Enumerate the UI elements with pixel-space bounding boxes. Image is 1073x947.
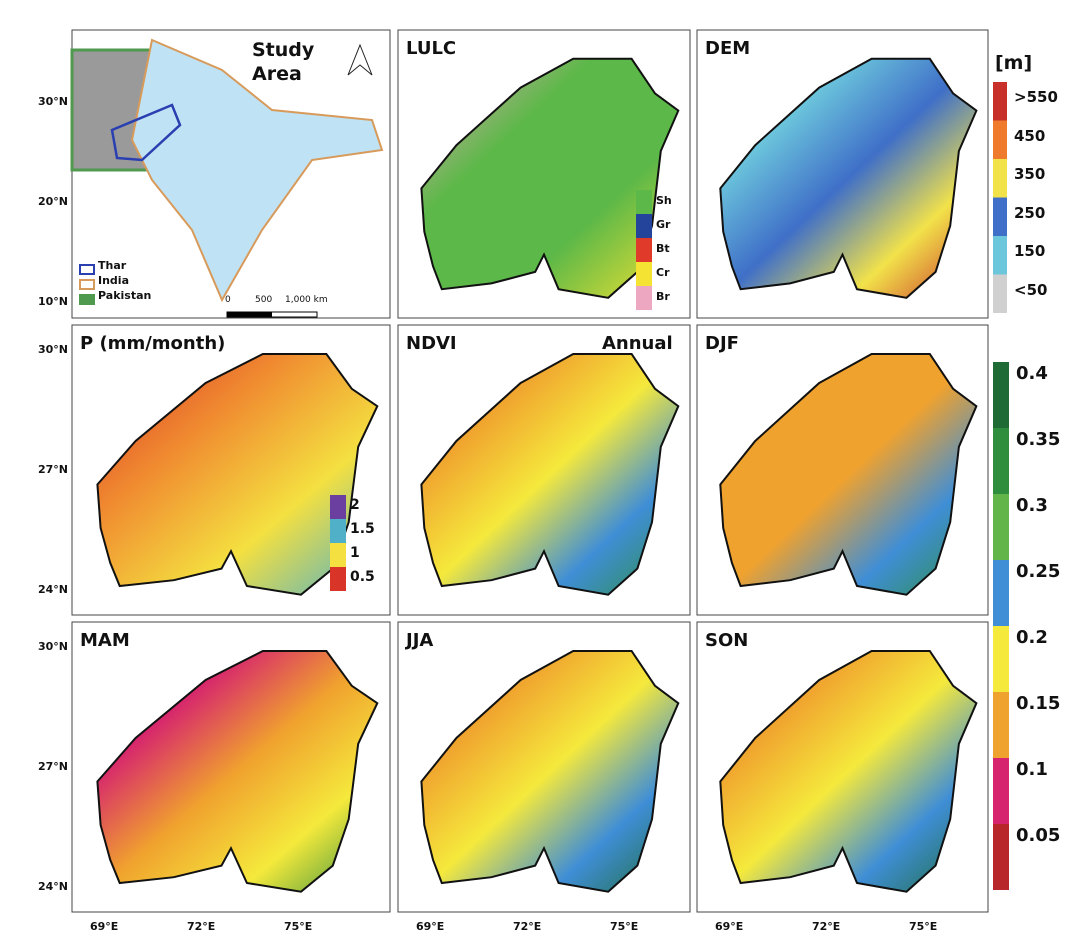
lon-label: 72°E [513, 920, 541, 933]
scale-label: 500 [255, 295, 272, 305]
panel-title: LULC [406, 38, 456, 59]
lon-label: 72°E [812, 920, 840, 933]
p-swatch [330, 567, 346, 591]
lat-label: 24°N [26, 880, 68, 893]
ndvi-label: 0.4 [1016, 363, 1048, 384]
panel-title: JJA [406, 630, 433, 651]
dem-swatch [993, 236, 1007, 275]
ndvi-label: 0.25 [1016, 561, 1060, 582]
dem-swatch [993, 198, 1007, 237]
ndvi-label: 0.05 [1016, 825, 1060, 846]
dem-label: 450 [1014, 127, 1045, 145]
ndvi-swatch [993, 758, 1009, 824]
ndvi-swatch [993, 824, 1009, 890]
lat-label: 27°N [26, 760, 68, 773]
dem-swatch [993, 159, 1007, 198]
ndvi-swatch [993, 560, 1009, 626]
scale-bar-fill [227, 312, 272, 317]
dem-swatch [993, 275, 1007, 314]
legend-label: Thar [98, 259, 126, 272]
ndvi-swatch [993, 428, 1009, 494]
lat-label: 10°N [26, 295, 68, 308]
panel-title: NDVI [406, 333, 457, 354]
lulc-label: Sh [656, 194, 672, 207]
lat-label: 27°N [26, 463, 68, 476]
lulc-swatch [636, 214, 652, 238]
panel-title: DEM [705, 38, 750, 59]
ndvi-label: 0.15 [1016, 693, 1060, 714]
ndvi-swatch [993, 692, 1009, 758]
legend-label: Pakistan [98, 289, 151, 302]
dem-swatch [993, 121, 1007, 160]
ndvi-swatch [993, 494, 1009, 560]
ndvi-label: 0.2 [1016, 627, 1048, 648]
lulc-swatch [636, 262, 652, 286]
ndvi-label: 0.3 [1016, 495, 1048, 516]
panel-title: DJF [705, 333, 739, 354]
legend-label: India [98, 274, 129, 287]
lat-label: 30°N [26, 343, 68, 356]
lulc-label: Br [656, 290, 670, 303]
lon-label: 72°E [187, 920, 215, 933]
p-swatch [330, 519, 346, 543]
lat-label: 24°N [26, 583, 68, 596]
dem-label: 150 [1014, 242, 1045, 260]
lulc-label: Bt [656, 242, 670, 255]
dem-label: >550 [1014, 88, 1058, 106]
lulc-swatch [636, 286, 652, 310]
figure: Thar India Pakistan 0 500 1,000 km Study Area L… [0, 0, 1073, 947]
dem-legend-title: [m] [995, 52, 1032, 74]
panel-title: SON [705, 630, 748, 651]
dem-swatch [993, 82, 1007, 121]
panel-title: MAM [80, 630, 130, 651]
p-label: 0.5 [350, 569, 375, 585]
panel-subtitle: Annual [602, 333, 673, 354]
lat-label: 30°N [26, 640, 68, 653]
lat-label: 20°N [26, 195, 68, 208]
p-label: 2 [350, 497, 360, 513]
ndvi-label: 0.35 [1016, 429, 1060, 450]
lulc-label: Gr [656, 218, 670, 231]
ndvi-label: 0.1 [1016, 759, 1048, 780]
lon-label: 69°E [90, 920, 118, 933]
lon-label: 69°E [715, 920, 743, 933]
ndvi-swatch [993, 626, 1009, 692]
dem-label: 250 [1014, 204, 1045, 222]
lat-label: 30°N [26, 95, 68, 108]
panel-title: Study Area [252, 38, 322, 86]
p-label: 1 [350, 545, 360, 561]
dem-label: <50 [1014, 281, 1047, 299]
lon-label: 69°E [416, 920, 444, 933]
legend-swatch [80, 295, 94, 304]
map-canvas [0, 0, 1073, 947]
lulc-swatch [636, 238, 652, 262]
scale-label: 0 [225, 295, 231, 305]
p-swatch [330, 495, 346, 519]
lon-label: 75°E [909, 920, 937, 933]
lon-label: 75°E [610, 920, 638, 933]
dem-label: 350 [1014, 165, 1045, 183]
scale-label: 1,000 km [285, 295, 328, 305]
lulc-label: Cr [656, 266, 670, 279]
ndvi-swatch [993, 362, 1009, 428]
panel-title: P (mm/month) [80, 333, 225, 354]
p-label: 1.5 [350, 521, 375, 537]
lon-label: 75°E [284, 920, 312, 933]
p-swatch [330, 543, 346, 567]
lulc-swatch [636, 190, 652, 214]
